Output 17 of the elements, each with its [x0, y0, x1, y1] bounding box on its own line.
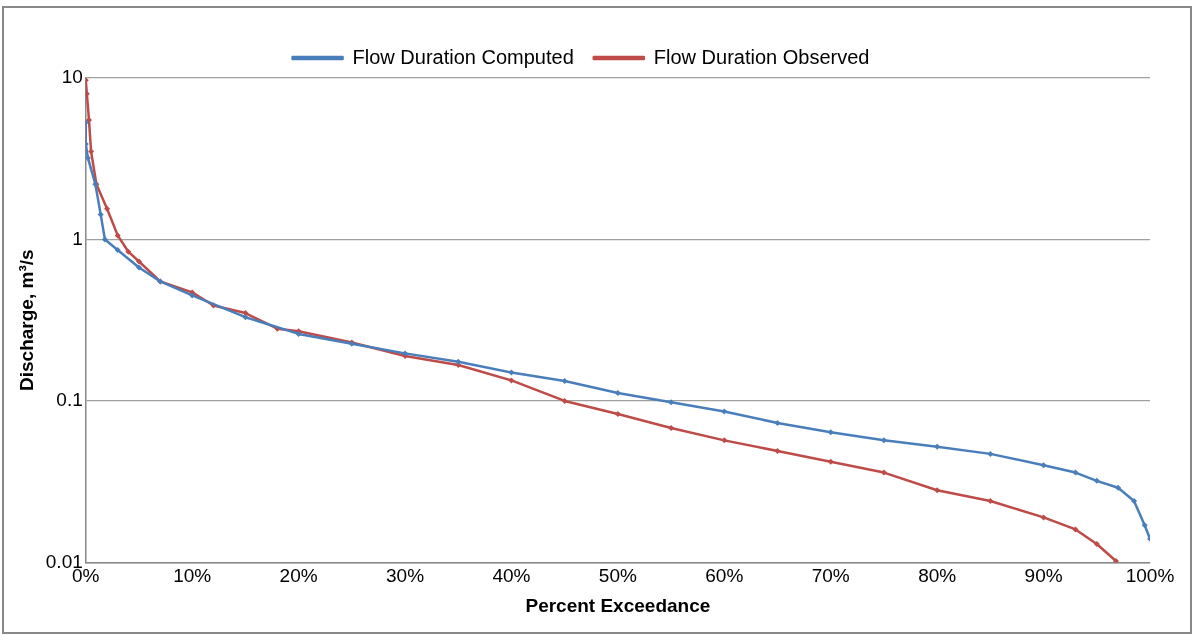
x-tick-label: 10%: [173, 565, 212, 587]
x-axis-title: Percent Exceedance: [525, 594, 711, 616]
y-tick-label: 0.1: [56, 389, 83, 411]
x-tick-label: 70%: [811, 565, 850, 587]
x-tick-label: 60%: [705, 565, 744, 587]
x-tick-label: 50%: [598, 565, 638, 587]
y-tick-label: 1: [72, 227, 83, 249]
x-tick-label: 100%: [1125, 565, 1175, 587]
x-tick-label: 30%: [386, 565, 425, 587]
y-tick-label: 10: [61, 66, 83, 88]
x-tick-label: 90%: [1024, 565, 1063, 587]
x-tick-label: 40%: [492, 565, 531, 587]
y-axis-title: Discharge, m³/s: [15, 249, 37, 391]
x-tick-label: 80%: [918, 565, 957, 587]
x-tick-label: 20%: [279, 565, 318, 587]
legend-label: Flow Duration Observed: [653, 45, 870, 68]
legend-label: Flow Duration Computed: [352, 45, 574, 68]
